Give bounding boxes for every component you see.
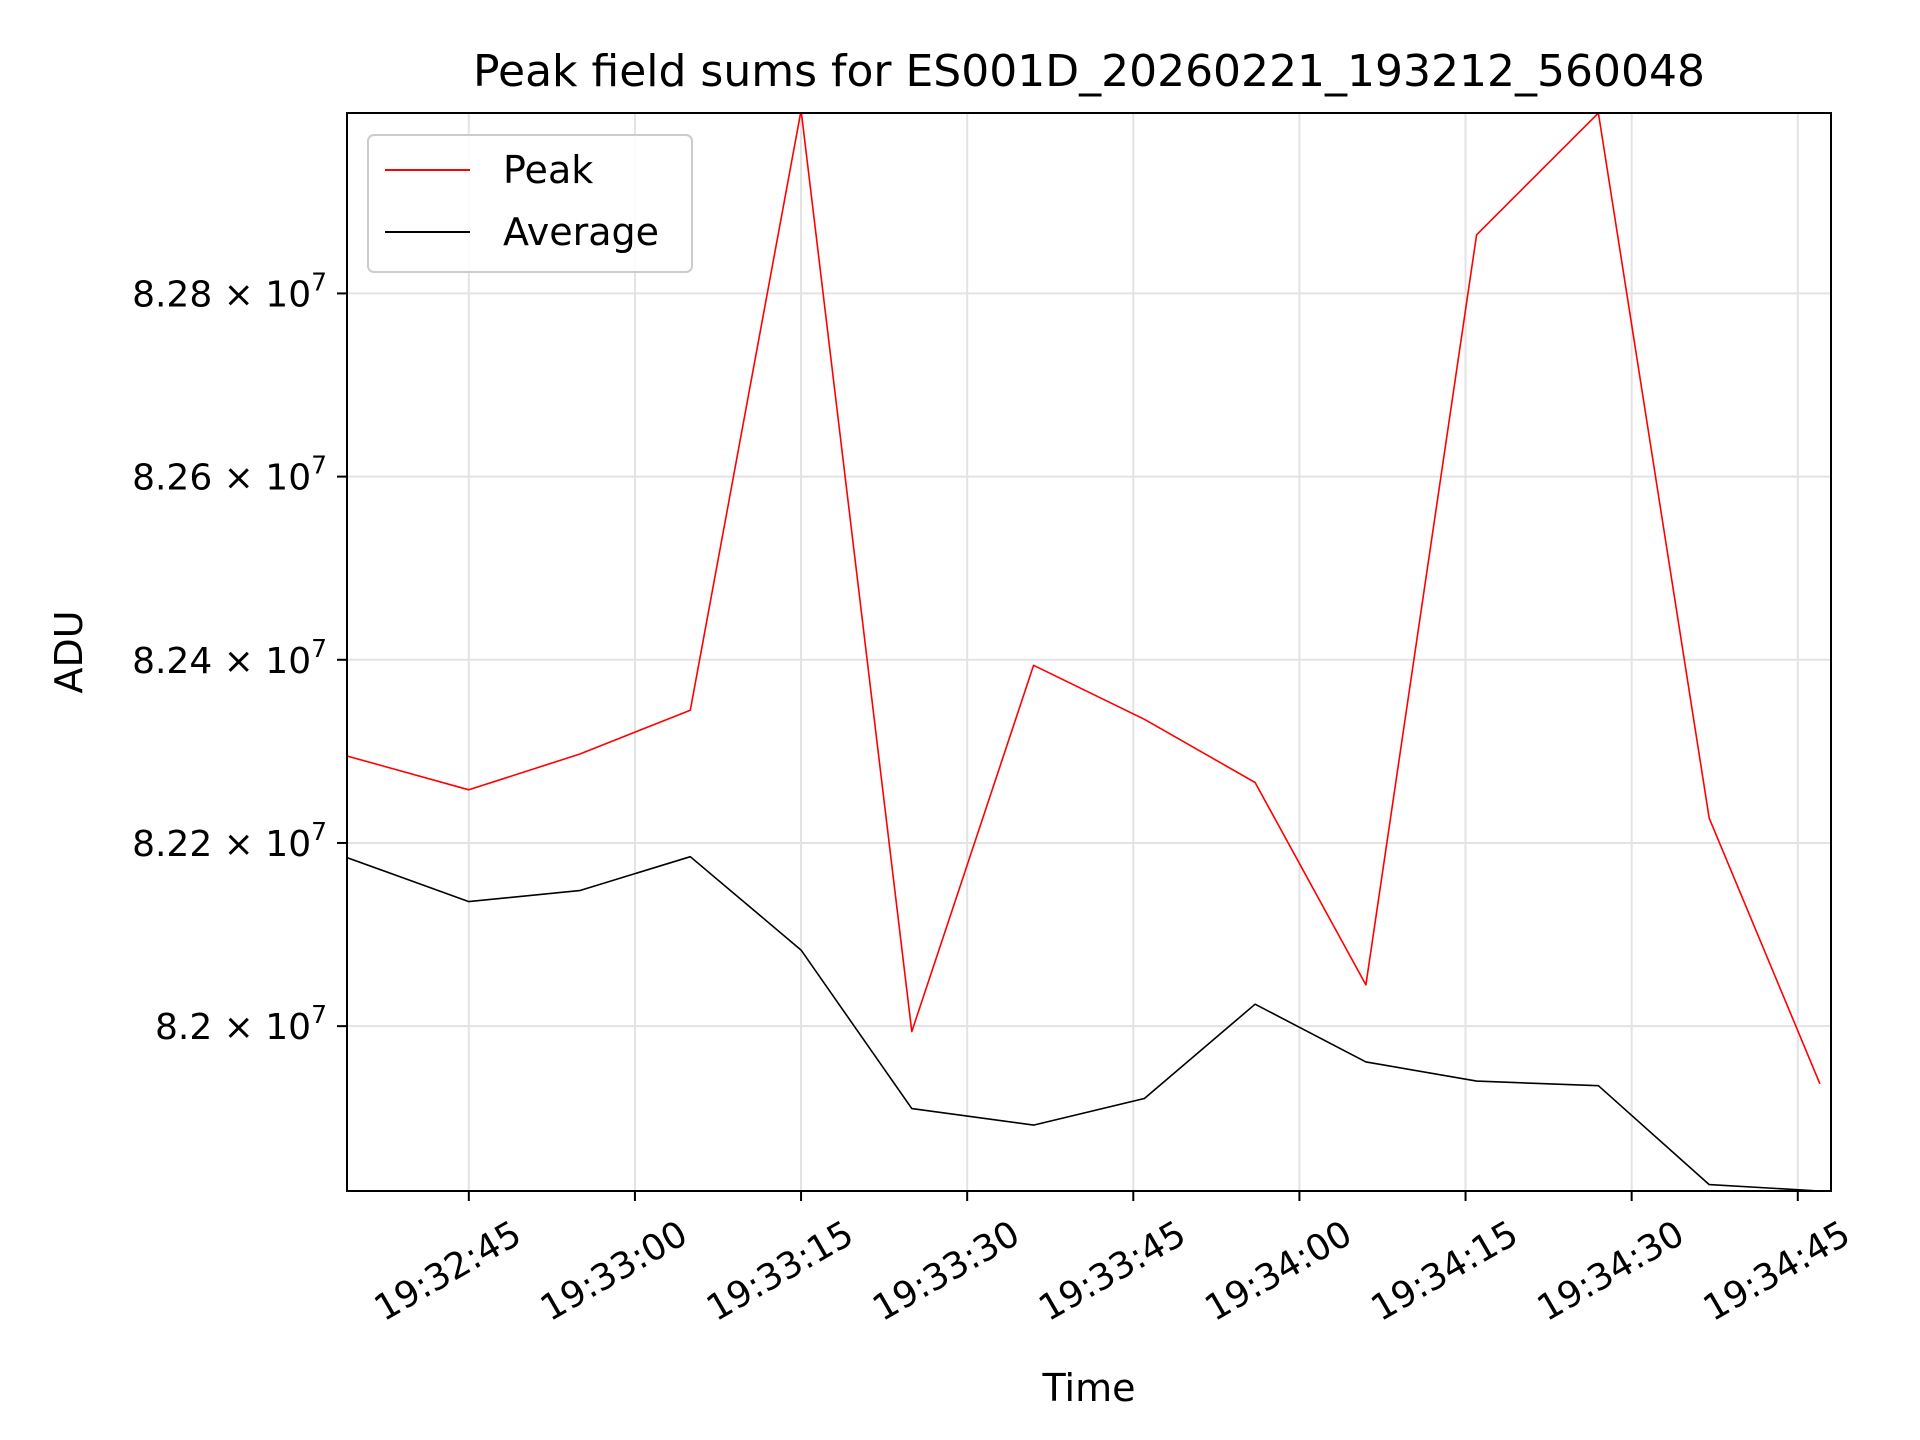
- y-tick-label: 8.22 × 107: [132, 817, 327, 865]
- y-tick-label: 8.2 × 107: [155, 1000, 327, 1048]
- y-tick-label: 8.24 × 107: [132, 634, 327, 682]
- legend-peak-label: Peak: [503, 148, 593, 192]
- chart-title: Peak field sums for ES001D_20260221_1932…: [473, 46, 1705, 97]
- y-tick-label: 8.26 × 107: [132, 451, 327, 499]
- y-tick-label: 8.28 × 107: [132, 267, 327, 315]
- grid: [347, 113, 1831, 1191]
- plot-frame: [346, 112, 1832, 1192]
- series-lines: [347, 113, 1821, 1191]
- series-line-peak: [347, 113, 1821, 1085]
- series-line-average: [347, 855, 1820, 1191]
- y-axis-ticks: 8.2 × 107 8.22 × 107 8.24 × 107 8.26 × 107 8…: [132, 267, 347, 1048]
- x-axis-label: Time: [1042, 1366, 1136, 1410]
- legend: Peak Average: [367, 134, 693, 273]
- legend-average-label: Average: [503, 210, 659, 254]
- y-axis-label: ADU: [47, 610, 91, 693]
